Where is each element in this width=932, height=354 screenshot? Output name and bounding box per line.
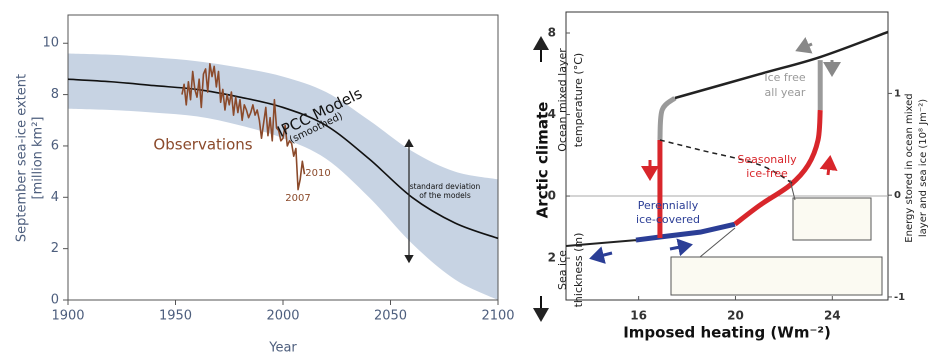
y2-tick-label: 1 [894, 88, 901, 99]
y2-tick-label: 0 [894, 190, 901, 201]
curve-arrow [669, 238, 693, 257]
annotation: 2007 [285, 193, 310, 204]
y-tick-label: 0 [51, 293, 59, 308]
std-band [68, 53, 498, 300]
y-tick-label: 2 [51, 241, 59, 256]
annotation: Seasonally [737, 153, 797, 166]
x-tick-label: 16 [630, 309, 647, 323]
x-tick-label: 2050 [374, 309, 407, 324]
x-tick-label: 1900 [51, 309, 84, 324]
annotation: ice-covered [636, 213, 700, 226]
ylabel: Ocean mixed layer [556, 48, 569, 152]
y2-tick-label: -1 [894, 292, 905, 303]
annotation: of the models [419, 191, 471, 200]
y3label: thickness (m) [572, 233, 585, 308]
y-tick-label: 10 [42, 36, 59, 51]
pointer [789, 179, 796, 201]
x-tick-label: 24 [824, 309, 841, 323]
x-tick-label: 2100 [481, 309, 514, 324]
pointer [699, 227, 736, 258]
annotation: Ice free [764, 71, 805, 84]
series-line [733, 109, 823, 227]
plot-frame [565, 11, 889, 301]
annotation: ice-free [746, 167, 788, 180]
y-tick-label: 4 [51, 190, 59, 205]
series-line [657, 96, 677, 141]
x-axis-label: Year [268, 341, 297, 354]
decorations [404, 36, 883, 322]
y2label: layer and sea ice (10⁸ Jm⁻²) [918, 99, 929, 237]
note-box [792, 197, 872, 241]
x-tick-label: 1950 [159, 309, 192, 324]
curve-arrow [819, 155, 838, 176]
annotation: standard deviation [410, 182, 481, 191]
series-line [565, 239, 637, 247]
ylabel: September sea-ice extent [15, 74, 30, 242]
y-tick-label: 8 [548, 25, 556, 39]
ylabel: temperature (°C) [572, 53, 585, 147]
y3-tick-label: 2 [548, 251, 556, 265]
annotation: Perennially [638, 199, 699, 212]
curve-arrow [589, 246, 613, 264]
y2label: Energy stored in ocean mixed [904, 93, 915, 242]
annotation: all year [765, 86, 806, 99]
y-tick-label: 8 [51, 87, 59, 102]
series-line [659, 139, 796, 186]
series-line [181, 62, 306, 191]
x-tick-label: 20 [727, 309, 744, 323]
x-axis-label: Imposed heating (Wm⁻²) [623, 324, 831, 342]
side-label: Arctic climate [534, 102, 552, 219]
note-box [670, 256, 883, 296]
y-tick-label: 4 [548, 107, 556, 121]
series-line [674, 30, 889, 100]
x-tick-label: 2000 [266, 309, 299, 324]
y3label: Sea ice [556, 250, 569, 290]
y-tick-label: 0 [548, 189, 556, 203]
annotation: Observations [153, 136, 252, 154]
curve-arrow [795, 37, 813, 54]
series-line [635, 221, 736, 243]
left-chart: 1900 1950 2000 2050 2100 0 2 4 6 8 10 September sea… [15, 14, 515, 354]
y-tick-label: 6 [51, 138, 59, 153]
annotation: 2010 [305, 168, 330, 179]
ylabel: [million km²] [31, 117, 46, 200]
series-line [67, 78, 499, 240]
